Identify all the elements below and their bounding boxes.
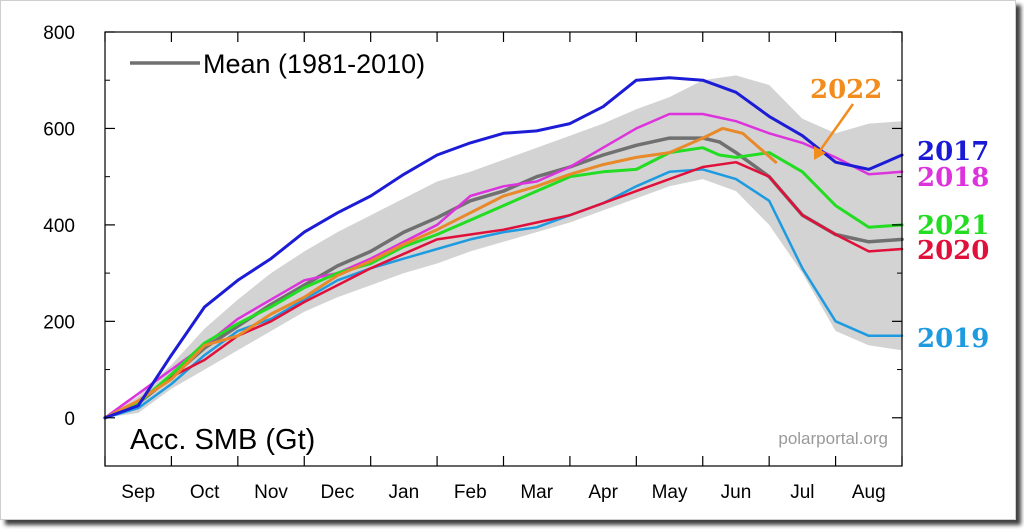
y-tick-label: 800 (43, 23, 75, 44)
series-line-2018 (103, 112, 904, 420)
x-tick-label: Jan (389, 482, 420, 503)
year-label-2017: 2017 (917, 137, 989, 167)
series-line-2017 (103, 76, 904, 420)
legend: Mean (1981-2010) (130, 49, 425, 79)
line-layer (103, 76, 904, 420)
x-tick-label: Nov (254, 482, 288, 503)
arrow-head (814, 146, 826, 160)
arrow-line (817, 103, 855, 153)
legend-label-mean: Mean (1981-2010) (203, 49, 425, 79)
x-tick-label: Sep (121, 482, 155, 503)
x-tick-label: Aug (852, 482, 886, 503)
year-label-2020: 2020 (917, 236, 989, 266)
year-label-2018: 2018 (917, 163, 989, 193)
x-tick-label: Mar (520, 482, 553, 503)
year-label-2021: 2021 (917, 211, 989, 241)
year-label-2019: 2019 (917, 324, 989, 354)
pointer-arrow (814, 103, 855, 160)
y-tick-label: 600 (43, 119, 75, 140)
y-tick-label: 0 (64, 409, 75, 430)
plot-border (104, 31, 903, 467)
axis-layer: 0 200 400 600 800 Sep Oct Nov Dec Jan Feb Mar Apr May… (43, 23, 903, 503)
series-line-2019 (103, 168, 904, 420)
x-tick-label: Feb (454, 482, 487, 503)
y-tick-label: 400 (43, 216, 75, 237)
chart-title: Acc. SMB (Gt) (130, 424, 315, 456)
x-tick-label: Apr (588, 482, 618, 503)
y-tick-label: 200 (43, 312, 75, 333)
x-tick-label: Dec (321, 482, 355, 503)
x-tick-label: Jul (790, 482, 814, 503)
watermark: polarportal.org (778, 429, 888, 448)
x-tick-label: Jun (721, 482, 752, 503)
x-tick-label: Oct (190, 482, 220, 503)
year-label-2022: 2022 (810, 75, 882, 105)
range-band (105, 75, 902, 418)
band-layer (105, 75, 902, 418)
year-labels: 2022 2017 2018 2021 2020 2019 (810, 75, 989, 354)
series-line-2022 (103, 126, 778, 420)
x-tick-label: May (652, 482, 688, 503)
